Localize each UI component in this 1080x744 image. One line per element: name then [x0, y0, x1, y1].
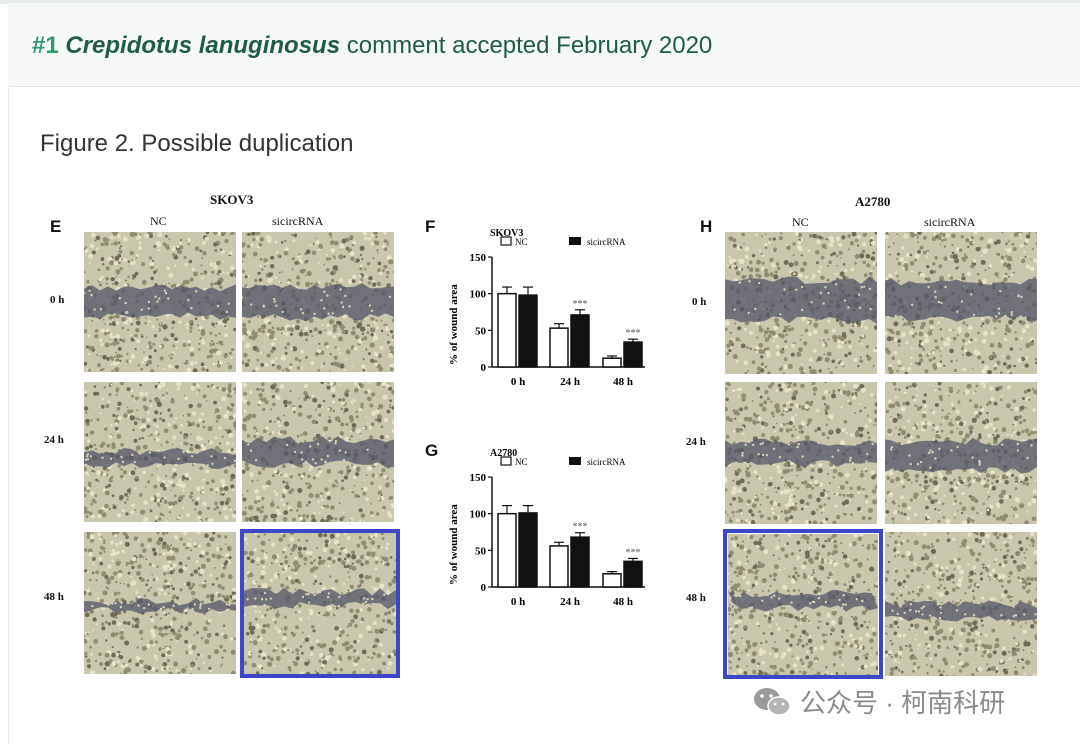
- chart-a2780-ytick-label: 0: [481, 582, 487, 594]
- chart-skov3-xtick-label: 0 h: [511, 376, 525, 388]
- duplication-highlight-h: [723, 529, 883, 679]
- panel-letter-f: F: [425, 217, 436, 236]
- panel-h-row-0h: 0 h: [692, 296, 707, 308]
- comment-status: comment accepted February 2020: [340, 32, 713, 59]
- micrograph-h-nc-0h: [725, 232, 877, 374]
- chart-skov3-ytick-label: 150: [470, 252, 487, 264]
- chart-skov3-significance: ***: [573, 299, 588, 310]
- panel-e-title: SKOV3: [210, 192, 254, 207]
- micrograph-h-si-0h: [885, 232, 1037, 374]
- chart-a2780-xtick-label: 24 h: [560, 596, 580, 608]
- micrograph-e-si-24h: [242, 382, 394, 522]
- chart-skov3-xtick-label: 48 h: [613, 376, 633, 388]
- bar-chart-a2780: A2780 % of wound area 0 50 100 150 NC sicircRNA…: [448, 448, 645, 608]
- chart-a2780-legend-swatch-nc: [500, 456, 512, 466]
- panel-h-row-24h: 24 h: [686, 436, 706, 448]
- panel-h-col-sicircrna: sicircRNA: [924, 215, 976, 229]
- micrograph-h-nc-48h: [728, 534, 878, 676]
- wechat-icon: [754, 687, 791, 716]
- chart-a2780-title: A2780: [490, 448, 517, 459]
- top-strip: [0, 0, 1080, 4]
- micrograph-e-nc-0h: [84, 232, 236, 372]
- chart-skov3-ytick-label: 0: [481, 362, 487, 374]
- chart-skov3-xtick-label: 24 h: [560, 376, 580, 388]
- panel-e-col-nc: NC: [150, 214, 167, 228]
- chart-a2780-significance: ***: [573, 522, 588, 533]
- chart-skov3-legend-si: sicircRNA: [587, 237, 626, 247]
- figure-caption: Figure 2. Possible duplication: [40, 130, 354, 157]
- panel-e-row-48h: 48 h: [44, 591, 64, 603]
- panel-e-col-sicircrna: sicircRNA: [272, 214, 324, 228]
- chart-skov3-legend-swatch-nc: [500, 236, 512, 246]
- chart-skov3-ytick-label: 100: [470, 289, 487, 301]
- comment-title[interactable]: #1 Crepidotus lanuginosus comment accept…: [32, 32, 712, 60]
- panel-letter-h: H: [700, 217, 713, 236]
- chart-skov3-ylabel: % of wound area: [448, 284, 460, 365]
- comment-header: #1 Crepidotus lanuginosus comment accept…: [8, 3, 1080, 87]
- chart-a2780-legend-si: sicircRNA: [587, 457, 626, 467]
- chart-a2780-bar-si-1: [570, 536, 590, 588]
- micrograph-e-nc-48h: [84, 532, 236, 674]
- watermark-text: 公众号 · 柯南科研: [800, 688, 1006, 718]
- chart-a2780-xtick-label: 48 h: [613, 596, 633, 608]
- chart-a2780-bar-nc-2: [602, 573, 622, 588]
- panel-h-title: A2780: [855, 194, 891, 209]
- chart-skov3-bar-nc-2: [602, 357, 622, 368]
- chart-skov3-legend-nc: NC: [515, 237, 528, 247]
- panel-h-col-nc: NC: [792, 215, 809, 229]
- chart-a2780-ytick-label: 100: [470, 509, 487, 521]
- chart-a2780-legend-nc: NC: [515, 457, 528, 467]
- chart-skov3-legend-swatch-si: [569, 237, 581, 245]
- bar-chart-skov3: SKOV3 % of wound area 0 50 100 150 NC sicircRNA…: [448, 228, 645, 388]
- chart-skov3-bar-si-0: [518, 294, 538, 368]
- panel-letter-e: E: [50, 217, 62, 236]
- chart-a2780-legend-swatch-si: [569, 457, 581, 465]
- chart-a2780-ylabel: % of wound area: [448, 504, 460, 585]
- chart-a2780-xtick-label: 0 h: [511, 596, 525, 608]
- chart-a2780-bar-nc-0: [497, 512, 517, 588]
- chart-a2780-ytick-label: 50: [475, 545, 487, 557]
- chart-a2780-bar-si-2: [623, 560, 643, 588]
- chart-skov3-significance: ***: [626, 328, 641, 339]
- micrograph-e-nc-24h: [84, 382, 236, 522]
- chart-skov3-title: SKOV3: [490, 228, 523, 239]
- micrograph-h-si-24h: [885, 382, 1037, 524]
- panel-letter-g: G: [425, 441, 439, 460]
- chart-a2780-bar-nc-1: [549, 545, 569, 588]
- chart-a2780-bar-si-0: [518, 512, 538, 588]
- figure-image: E SKOV3 NC sicircRNA 0 h 24 h 48 h F SKO…: [0, 180, 1080, 700]
- chart-skov3-ytick-label: 50: [475, 325, 487, 337]
- micrograph-h-nc-24h: [725, 382, 877, 524]
- micrograph-e-si-48h: [244, 532, 396, 674]
- chart-skov3-bar-nc-0: [497, 292, 517, 368]
- chart-skov3-bar-si-2: [623, 341, 643, 368]
- micrograph-h-si-48h: [885, 532, 1037, 676]
- panel-e-row-0h: 0 h: [50, 294, 65, 306]
- chart-skov3-bar-nc-1: [549, 327, 569, 368]
- micrograph-e-si-0h: [242, 232, 394, 372]
- chart-skov3-bar-si-1: [570, 314, 590, 368]
- duplication-highlight-e: [240, 529, 400, 678]
- species-name: Crepidotus lanuginosus: [65, 32, 341, 59]
- chart-a2780-ytick-label: 150: [470, 472, 487, 484]
- comment-number: #1: [32, 32, 59, 59]
- panel-h-row-48h: 48 h: [686, 592, 706, 604]
- chart-a2780-significance: ***: [626, 547, 641, 558]
- watermark: 公众号 · 柯南科研: [752, 683, 1005, 720]
- panel-e-row-24h: 24 h: [44, 434, 64, 446]
